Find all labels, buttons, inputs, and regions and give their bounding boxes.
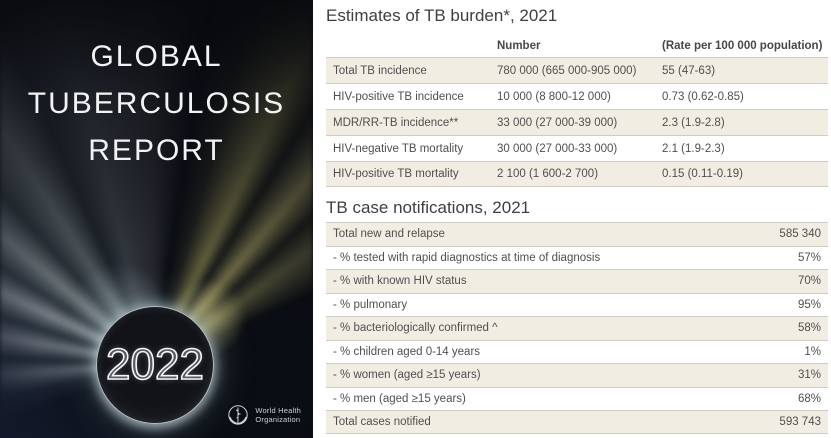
- burden-table-header: Number (Rate per 100 000 population): [326, 35, 828, 57]
- table-row: Total cases notified 593 743: [326, 410, 828, 434]
- row-label: Total cases notified: [333, 415, 431, 428]
- country-profile-panel: Estimates of TB burden*, 2021 Number (Ra…: [326, 0, 828, 434]
- who-logo: World Health Organization: [226, 403, 301, 427]
- row-value: 95%: [797, 298, 821, 311]
- row-label: - % bacteriologically confirmed ^: [333, 322, 498, 335]
- table-row: - % tested with rapid diagnostics at tim…: [326, 245, 828, 270]
- cell-number: 30 000 (27 000-33 000): [497, 142, 618, 155]
- row-label: - % tested with rapid diagnostics at tim…: [333, 251, 601, 264]
- year-badge: 2022: [96, 306, 214, 424]
- cell-rate: 0.15 (0.11-0.19): [662, 168, 743, 180]
- report-cover: GLOBAL TUBERCULOSIS REPORT 2022 World He…: [0, 0, 313, 438]
- cell-rate: 55 (47-63): [662, 64, 716, 77]
- row-label: - % men (aged ≥15 years): [333, 392, 466, 405]
- notifications-table: Total new and relapse 585 340 - % tested…: [326, 222, 828, 434]
- row-label: - % women (aged ≥15 years): [333, 369, 481, 382]
- table-row: MDR/RR-TB incidence** 33 000 (27 000-39 …: [326, 109, 828, 135]
- table-row: Total TB incidence 780 000 (665 000-905 …: [326, 57, 828, 83]
- notifications-section-title: TB case notifications, 2021: [326, 198, 531, 217]
- table-row: - % bacteriologically confirmed ^ 58%: [326, 316, 828, 340]
- row-label: - % with known HIV status: [333, 275, 467, 288]
- cell-number: 780 000 (665 000-905 000): [497, 64, 637, 77]
- table-row: HIV-positive TB incidence 10 000 (8 800-…: [326, 83, 828, 109]
- who-logo-text-line-1: World Health: [255, 406, 301, 415]
- row-label: MDR/RR-TB incidence**: [333, 116, 459, 129]
- cell-number: 10 000 (8 800-12 000): [497, 90, 611, 103]
- burden-section-title: Estimates of TB burden*, 2021: [326, 6, 558, 25]
- cell-rate: 2.3 (1.9-2.8): [662, 116, 725, 129]
- row-label: HIV-negative TB mortality: [333, 142, 464, 155]
- year-text: 2022: [105, 339, 204, 390]
- who-logo-text-line-2: Organization: [255, 415, 301, 424]
- table-row: Total new and relapse 585 340: [326, 222, 828, 246]
- cell-rate: 0.73 (0.62-0.85): [662, 90, 744, 103]
- cell-number: 2 100 (1 600-2 700): [497, 168, 599, 180]
- row-value: 585 340: [779, 228, 821, 241]
- table-row: - % children aged 0-14 years 1%: [326, 339, 828, 364]
- row-value: 57%: [797, 251, 821, 264]
- cell-number: 33 000 (27 000-39 000): [497, 116, 618, 129]
- table-row: - % men (aged ≥15 years) 68%: [326, 386, 828, 411]
- table-row: HIV-positive TB mortality 2 100 (1 600-2…: [326, 161, 828, 187]
- burden-table: Number (Rate per 100 000 population) Tot…: [326, 35, 828, 187]
- row-label: HIV-positive TB mortality: [333, 168, 459, 180]
- cover-title-line-3: REPORT: [88, 134, 225, 167]
- table-row: - % women (aged ≥15 years) 31%: [326, 363, 828, 387]
- cell-rate: 2.1 (1.9-2.3): [662, 142, 725, 155]
- row-value: 58%: [797, 322, 821, 335]
- cover-title: GLOBAL TUBERCULOSIS REPORT: [0, 33, 313, 174]
- row-value: 68%: [797, 392, 821, 405]
- table-row: - % with known HIV status 70%: [326, 269, 828, 293]
- row-value: 70%: [797, 275, 821, 288]
- row-label: - % children aged 0-14 years: [333, 345, 481, 358]
- burden-col-number: Number: [497, 40, 541, 52]
- row-label: Total new and relapse: [333, 228, 445, 241]
- who-emblem-icon: [226, 403, 250, 427]
- cover-title-line-1: GLOBAL: [90, 40, 223, 73]
- row-value: 593 743: [779, 415, 821, 428]
- row-value: 1%: [804, 345, 821, 358]
- table-row: - % pulmonary 95%: [326, 292, 828, 317]
- row-label: - % pulmonary: [333, 298, 408, 311]
- table-row: HIV-negative TB mortality 30 000 (27 000…: [326, 135, 828, 161]
- row-value: 31%: [797, 369, 821, 382]
- row-label: HIV-positive TB incidence: [333, 90, 464, 103]
- row-label: Total TB incidence: [333, 64, 427, 77]
- cover-title-line-2: TUBERCULOSIS: [27, 87, 286, 120]
- who-logo-text: World Health Organization: [255, 406, 301, 424]
- burden-col-rate: (Rate per 100 000 population): [662, 40, 823, 52]
